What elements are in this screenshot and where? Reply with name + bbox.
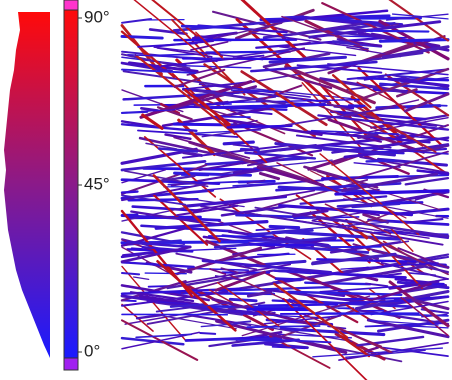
fiber xyxy=(256,228,284,230)
fiber xyxy=(366,31,428,32)
fiber xyxy=(259,304,337,305)
figure: 90° 45° 0° xyxy=(0,0,452,380)
fiber xyxy=(276,279,300,280)
fiber xyxy=(200,333,215,334)
fiber xyxy=(305,283,370,285)
colorbar-tick-label: 90° xyxy=(84,7,110,26)
fiber-field xyxy=(122,0,448,380)
fiber xyxy=(260,173,278,178)
colorbar-top-cap xyxy=(64,0,78,10)
fiber xyxy=(405,94,448,111)
fiber xyxy=(134,277,149,279)
fiber xyxy=(122,273,139,274)
fiber xyxy=(122,192,137,193)
fiber xyxy=(424,105,447,106)
fiber xyxy=(380,40,448,42)
orientation-distribution xyxy=(4,12,50,358)
colorbar xyxy=(64,10,78,358)
colorbar-tick-label: 0° xyxy=(84,341,100,360)
fiber xyxy=(233,145,257,148)
fiber xyxy=(145,273,186,274)
fiber xyxy=(409,326,448,328)
fiber xyxy=(270,226,299,227)
colorbar-bottom-cap xyxy=(64,358,78,370)
fiber xyxy=(367,160,394,161)
fiber xyxy=(122,19,151,23)
fiber xyxy=(129,199,198,200)
fiber xyxy=(224,142,253,144)
fiber xyxy=(228,126,292,128)
fiber xyxy=(122,112,147,113)
fiber xyxy=(250,244,313,245)
fiber xyxy=(247,326,319,327)
fiber xyxy=(182,26,228,27)
fiber xyxy=(389,0,448,40)
colorbar-tick-label: 45° xyxy=(84,174,110,193)
fiber xyxy=(137,315,160,318)
fiber xyxy=(122,338,183,344)
